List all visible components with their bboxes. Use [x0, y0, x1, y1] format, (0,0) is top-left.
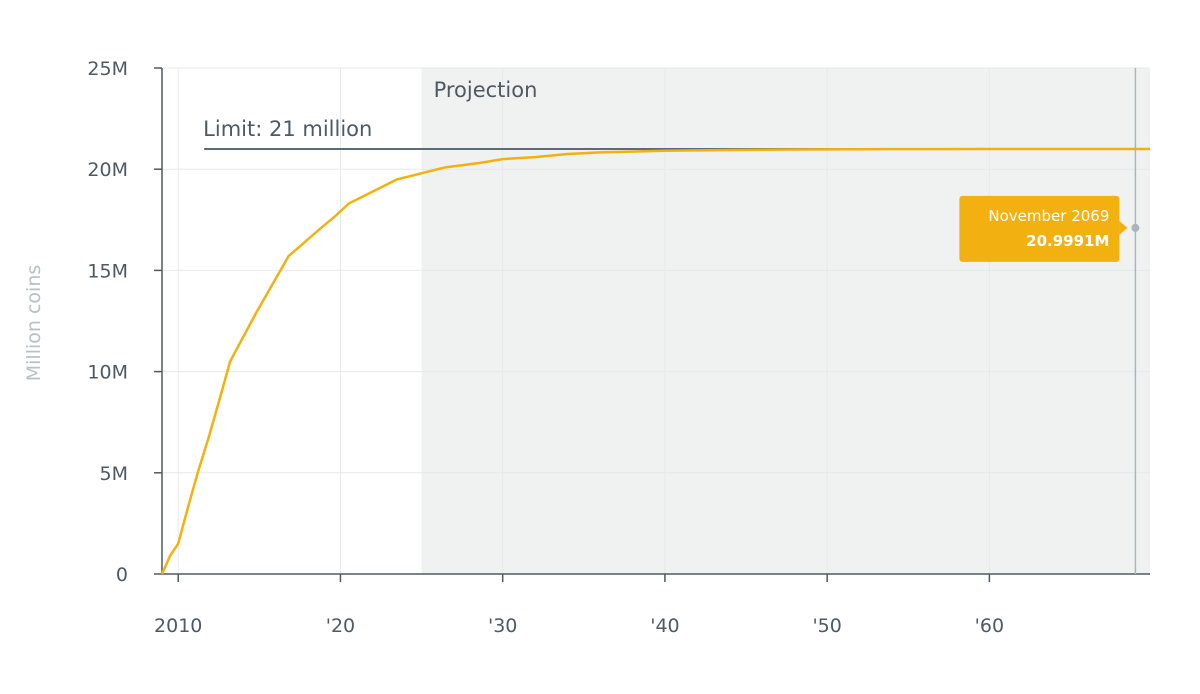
y-tick-label: 0 [116, 564, 128, 586]
series-layer [160, 147, 1150, 575]
x-tick-label: '50 [812, 615, 841, 637]
x-tick-label: '40 [650, 615, 679, 637]
limit-label: Limit: 21 million [203, 117, 372, 141]
projection-band [421, 68, 1150, 574]
projection-label: Projection [434, 78, 538, 102]
y-tick-label: 15M [87, 260, 128, 282]
y-tick-label: 5M [100, 463, 128, 485]
y-tick-label: 20M [87, 159, 128, 181]
tooltip-box [959, 195, 1120, 262]
tooltip: November 2069 20.9991M [959, 68, 1140, 574]
x-tick-label: '30 [488, 615, 517, 637]
grid-layer [162, 67, 1150, 574]
x-tick-label: '60 [975, 615, 1004, 637]
x-tick-label: '20 [326, 615, 355, 637]
y-tick-label: 25M [87, 58, 128, 80]
tooltip-pointer [1119, 220, 1128, 235]
y-axis-title: Million coins [23, 265, 45, 382]
tooltip-value: 20.9991M [1026, 232, 1109, 250]
x-tick-label: 2010 [154, 615, 202, 637]
tooltip-date: November 2069 [988, 207, 1109, 225]
supply-line [160, 147, 1150, 575]
axes-layer: 0 5M 10M 15M 20M 25M 2010 '20 '30 '40 '50 '60 [87, 58, 1150, 637]
hover-point[interactable] [1131, 223, 1140, 232]
y-tick-label: 10M [87, 362, 128, 384]
